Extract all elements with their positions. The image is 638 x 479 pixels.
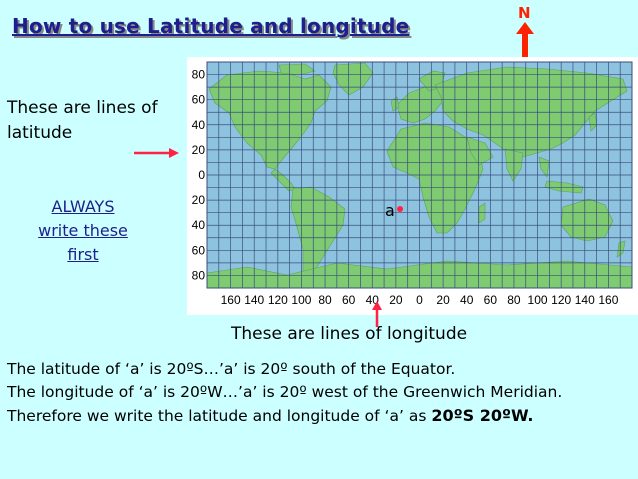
- longitude-tick-label: 60: [484, 293, 498, 307]
- latitude-arrow-icon: [134, 148, 179, 158]
- always-note-line1: ALWAYS: [51, 197, 115, 216]
- latitude-tick-label: 20: [192, 143, 206, 157]
- explanation-line3-text: Therefore we write the latitude and long…: [7, 407, 432, 425]
- north-arrow-icon: [516, 22, 534, 62]
- longitude-tick-label: 20: [436, 293, 450, 307]
- explanation-line2: The longitude of ‘a’ is 20ºW…’a’ is 20º …: [7, 383, 563, 401]
- longitude-note: These are lines of longitude: [231, 324, 468, 344]
- latitude-tick-label: 40: [192, 218, 206, 232]
- always-note-line3: first: [67, 245, 99, 264]
- longitude-tick-label: 160: [598, 293, 618, 307]
- longitude-tick-label: 0: [416, 293, 423, 307]
- north-label: N: [518, 4, 531, 22]
- answer-coordinates: 20ºS 20ºW.: [431, 406, 534, 425]
- grid-lines: [207, 62, 632, 288]
- longitude-tick-label: 140: [244, 293, 264, 307]
- longitude-labels: 160 140 120 100 80 60 40 20 0 20 40 60 80 100 120 140 16…: [221, 293, 619, 307]
- latitude-tick-label: 20: [192, 193, 206, 207]
- longitude-tick-label: 40: [460, 293, 474, 307]
- point-a-marker: [397, 206, 403, 212]
- explanation-line1: The latitude of ‘a’ is 20ºS…’a’ is 20º s…: [7, 360, 456, 378]
- point-a-label: a: [385, 201, 395, 220]
- latitude-tick-label: 40: [192, 118, 206, 132]
- latitude-tick-label: 80: [192, 268, 206, 282]
- longitude-tick-label: 120: [551, 293, 571, 307]
- latitude-labels: 80 60 40 20 0 20 40 60 80: [192, 68, 206, 283]
- latitude-tick-label: 0: [198, 168, 205, 182]
- longitude-arrow-icon: [372, 301, 382, 327]
- always-note-line2: write these: [38, 221, 128, 240]
- latitude-tick-label: 60: [192, 93, 206, 107]
- longitude-tick-label: 100: [528, 293, 548, 307]
- explanation-line3: Therefore we write the latitude and long…: [7, 404, 632, 428]
- longitude-tick-label: 100: [291, 293, 311, 307]
- map-border: [206, 61, 633, 289]
- longitude-tick-label: 120: [268, 293, 288, 307]
- longitude-tick-label: 80: [318, 293, 332, 307]
- longitude-tick-label: 160: [221, 293, 241, 307]
- longitude-tick-label: 20: [389, 293, 403, 307]
- latitude-note: These are lines of latitude: [7, 98, 158, 143]
- latitude-tick-label: 60: [192, 243, 206, 257]
- world-map-panel: 80 60 40 20 0 20 40 60 80 160 140 120 100 80 60 40 20 0 2…: [187, 57, 638, 315]
- explanation: The latitude of ‘a’ is 20ºS…’a’ is 20º s…: [7, 358, 632, 428]
- always-note: ALWAYS write these first: [18, 195, 148, 267]
- longitude-tick-label: 60: [342, 293, 356, 307]
- longitude-tick-label: 80: [507, 293, 521, 307]
- longitude-tick-label: 140: [575, 293, 595, 307]
- page-title: How to use Latitude and longitude: [12, 14, 410, 38]
- latitude-tick-label: 80: [192, 68, 206, 82]
